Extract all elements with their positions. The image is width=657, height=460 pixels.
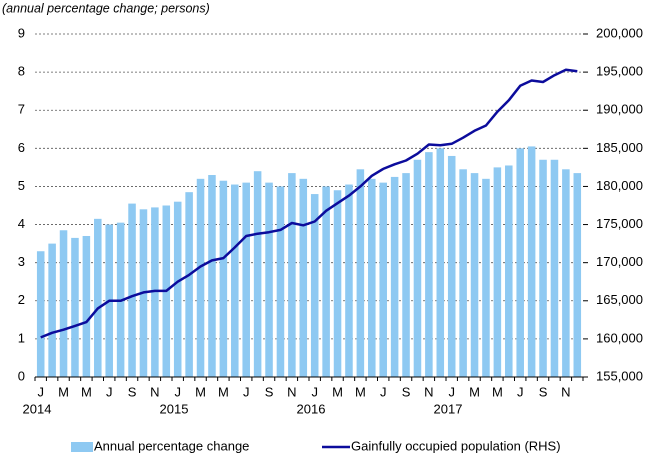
line — [40, 68, 578, 339]
bar — [128, 203, 136, 377]
chart-title: (annual percentage change; persons) — [2, 1, 210, 15]
legend-swatch — [71, 442, 93, 452]
y-tick-label: 1 — [18, 330, 25, 345]
bar — [516, 148, 524, 377]
bar — [527, 146, 536, 377]
bar — [402, 173, 410, 377]
year-label: 2016 — [297, 401, 326, 416]
y-tick-label: 9 — [18, 25, 25, 40]
bar — [379, 182, 387, 377]
year-label: 2014 — [23, 401, 52, 416]
bar — [242, 182, 250, 377]
x-tick-label: M — [469, 384, 480, 399]
bar — [562, 169, 570, 377]
bar — [185, 192, 193, 377]
y2-tick-label: 155,000 — [596, 368, 643, 383]
bar — [539, 159, 547, 377]
x-tick-label: S — [128, 384, 137, 399]
y-tick-label: 0 — [18, 368, 25, 383]
bar — [208, 175, 216, 377]
x-tick-label: S — [402, 384, 411, 399]
y-tick-label: 2 — [18, 292, 25, 307]
bar — [196, 178, 205, 377]
bar — [219, 180, 228, 377]
bar — [550, 159, 559, 377]
bar — [288, 173, 296, 377]
x-tick-label: M — [81, 384, 92, 399]
bar — [59, 230, 68, 377]
bar — [459, 169, 467, 377]
x-tick-label: J — [517, 384, 524, 399]
x-tick-label: N — [561, 384, 570, 399]
bar — [413, 159, 422, 377]
bar — [48, 243, 56, 377]
bar — [436, 148, 445, 377]
y-tick-label: 8 — [18, 64, 25, 79]
bar — [173, 201, 182, 377]
bar — [505, 165, 513, 377]
bar — [333, 190, 342, 377]
bar — [573, 173, 582, 377]
x-tick-label: M — [332, 384, 343, 399]
bar — [345, 184, 353, 377]
y2-tick-label: 175,000 — [596, 216, 643, 231]
y2-tick-label: 195,000 — [596, 64, 643, 79]
y-tick-label: 4 — [18, 216, 25, 231]
x-tick-label: M — [195, 384, 206, 399]
bar — [94, 218, 102, 377]
x-tick-label: J — [37, 384, 44, 399]
y2-tick-label: 160,000 — [596, 330, 643, 345]
bar — [231, 184, 239, 377]
y2-tick-label: 180,000 — [596, 178, 643, 193]
y-tick-label: 7 — [18, 102, 25, 117]
bar — [368, 178, 376, 377]
bar — [253, 171, 262, 377]
bar — [425, 152, 433, 377]
bar — [265, 182, 273, 377]
x-tick-label: J — [243, 384, 250, 399]
y2-tick-label: 170,000 — [596, 254, 643, 269]
legend-label: Annual percentage change — [94, 438, 249, 453]
bar — [322, 186, 330, 377]
year-label: 2017 — [434, 401, 463, 416]
bar — [482, 178, 490, 377]
x-tick-label: N — [150, 384, 159, 399]
x-tick-label: J — [174, 384, 181, 399]
x-tick-label: J — [380, 384, 387, 399]
y-tick-label: 3 — [18, 254, 25, 269]
x-tick-label: S — [539, 384, 548, 399]
bar — [299, 178, 308, 377]
x-tick-label: M — [355, 384, 366, 399]
y-tick-label: 5 — [18, 178, 25, 193]
year-label: 2015 — [160, 401, 189, 416]
bar — [82, 235, 91, 377]
x-tick-label: M — [58, 384, 69, 399]
y2-tick-label: 165,000 — [596, 292, 643, 307]
x-tick-label: M — [492, 384, 503, 399]
bar — [71, 237, 79, 377]
bar — [36, 251, 45, 377]
bar — [493, 167, 502, 377]
legend-label: Gainfully occupied population (RHS) — [351, 438, 561, 453]
y-tick-label: 6 — [18, 140, 25, 155]
bar — [310, 194, 319, 377]
bar — [470, 173, 479, 377]
y2-tick-label: 185,000 — [596, 140, 643, 155]
bar — [447, 155, 456, 377]
y2-tick-label: 200,000 — [596, 25, 643, 40]
x-tick-label: M — [218, 384, 229, 399]
y2-tick-label: 190,000 — [596, 102, 643, 117]
bar — [151, 207, 159, 377]
bar — [276, 186, 285, 377]
bar — [390, 176, 399, 377]
x-tick-label: J — [311, 384, 318, 399]
x-tick-label: N — [424, 384, 433, 399]
x-tick-label: S — [265, 384, 274, 399]
x-tick-label: J — [448, 384, 455, 399]
x-tick-label: J — [106, 384, 113, 399]
bar — [356, 169, 365, 377]
x-tick-label: N — [287, 384, 296, 399]
